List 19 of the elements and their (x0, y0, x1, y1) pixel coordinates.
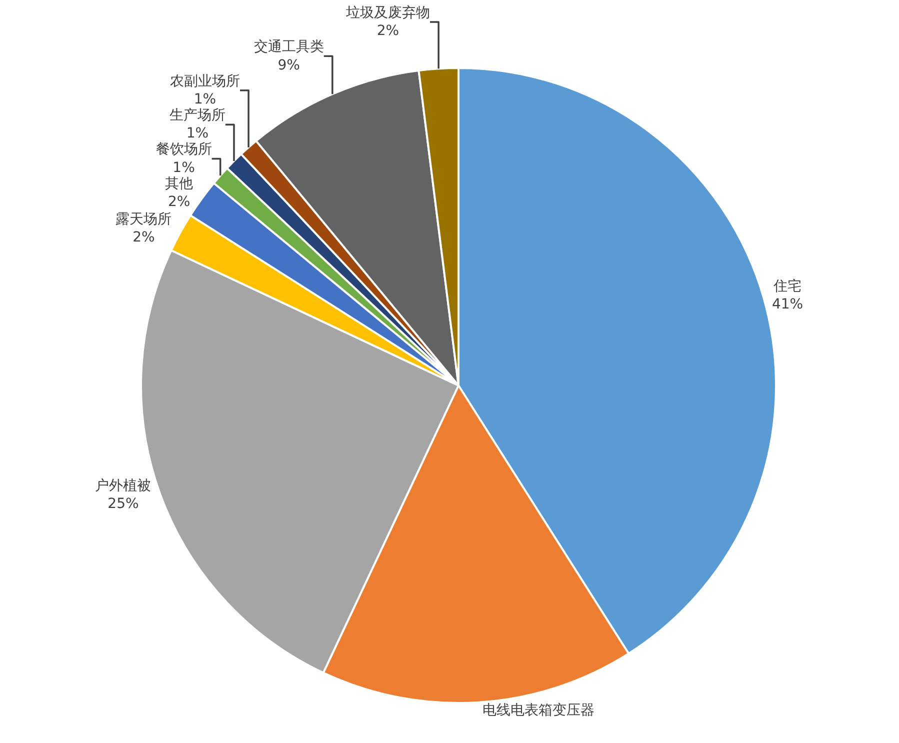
slice-label: 电线电表箱变压器 (482, 702, 594, 718)
data-label: 2% (132, 230, 155, 246)
data-label: 1% (194, 91, 216, 108)
slice-label: 交通工具类 (254, 39, 324, 56)
data-label: 41% (772, 296, 804, 313)
slice-label: 垃圾及废弃物 (345, 4, 430, 21)
slice-label: 住宅 (772, 278, 802, 294)
data-label: 9% (278, 57, 300, 74)
data-label: 2% (376, 23, 400, 40)
slice-label: 露天场所 (116, 211, 172, 228)
slice-label: 户外植被 (95, 478, 152, 494)
slice-label: 生产场所 (169, 107, 226, 124)
data-label: 2% (168, 194, 190, 210)
data-label: 1% (186, 126, 209, 142)
data-label: 25% (108, 496, 139, 512)
slice-label: 农副业场所 (170, 73, 240, 90)
data-label: 1% (172, 160, 195, 176)
slice-label: 餐饮场所 (156, 142, 212, 158)
slice-label: 其他 (165, 176, 194, 192)
